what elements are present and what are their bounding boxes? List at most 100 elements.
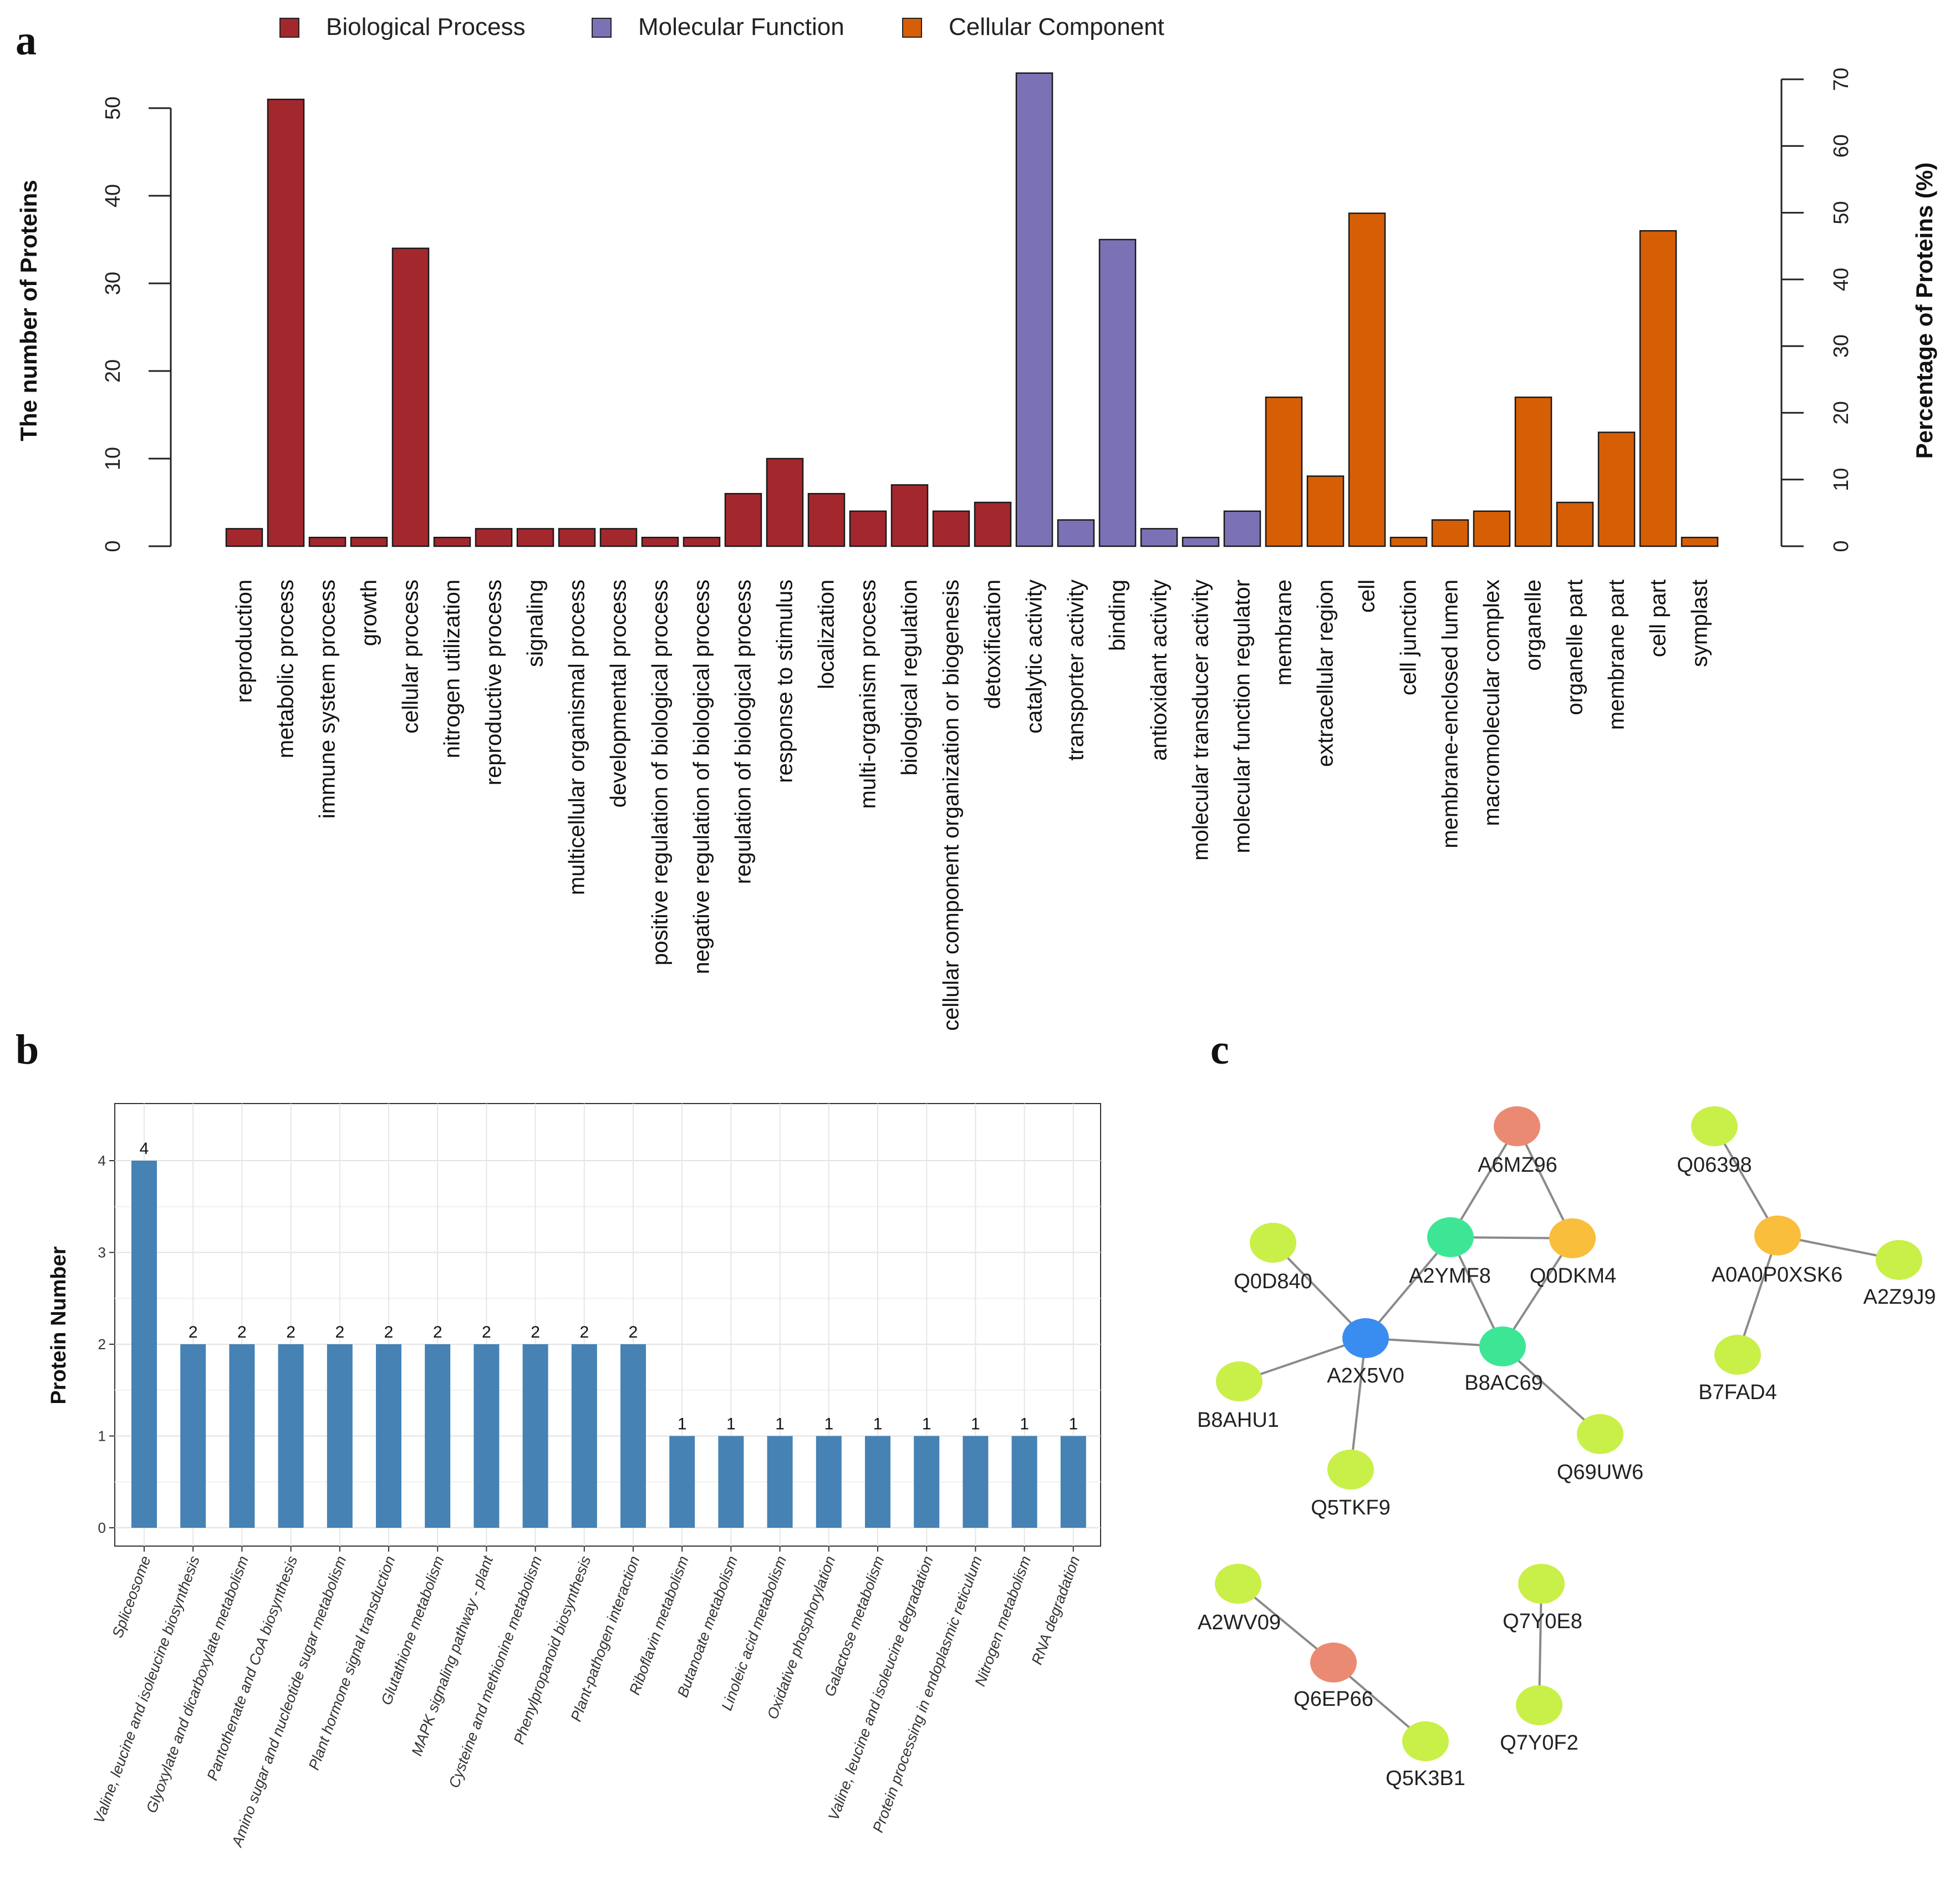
network-node: [1250, 1223, 1296, 1263]
category-label: localization: [814, 580, 839, 689]
network-edge: [1501, 1237, 1574, 1348]
bar: [571, 1344, 597, 1528]
y-tick-label-left: 10: [101, 447, 125, 470]
bar-multicellular-organismal-process: [558, 528, 596, 547]
data-label: 1: [922, 1415, 931, 1434]
node-label: A2WV09: [1198, 1611, 1281, 1634]
category-label: membrane: [1272, 580, 1296, 685]
bar-multi-organism-process: [849, 510, 887, 547]
category-label: organelle: [1521, 580, 1546, 671]
category-label: extracellular region: [1314, 580, 1338, 767]
node-label: A0A0P0XSK6: [1712, 1263, 1843, 1287]
bar: [1011, 1436, 1037, 1528]
legend-label: Biological Process: [326, 13, 526, 40]
category-label: membrane part: [1605, 580, 1629, 730]
category-label: Pantothenate and CoA biosynthesis: [204, 1554, 301, 1783]
category-label: signaling: [523, 580, 548, 667]
network-edge: [1350, 1338, 1367, 1470]
data-label: 1: [824, 1415, 833, 1434]
y-tick-label: 4: [98, 1152, 106, 1169]
data-label: 1: [971, 1415, 980, 1434]
bar-growth: [350, 536, 388, 547]
node-label: Q7Y0E8: [1503, 1610, 1582, 1633]
data-label: 2: [579, 1323, 589, 1341]
y-tick-label-right: 50: [1830, 201, 1853, 224]
category-label: multi-organism process: [856, 580, 880, 809]
bar: [669, 1436, 695, 1528]
y-tick-label-left: 40: [101, 184, 125, 207]
bar: [620, 1344, 646, 1528]
category-label: molecular function regulator: [1230, 580, 1255, 853]
data-label: 2: [482, 1323, 491, 1341]
node-label: B8AHU1: [1197, 1409, 1279, 1432]
network-node: [1479, 1326, 1526, 1366]
network-edge: [1737, 1235, 1779, 1355]
bar-cell-junction: [1389, 536, 1428, 547]
category-label: metabolic process: [274, 580, 298, 758]
network-node: [1714, 1335, 1761, 1375]
data-label: 2: [433, 1323, 442, 1341]
bar: [963, 1436, 989, 1528]
category-label: biological regulation: [898, 580, 922, 776]
bar-positive-regulation-of-biological-process: [641, 536, 679, 547]
panel-b-chart: b 0 1 2 3 4 Protein Number 4 Spliceosome 2 Valine…: [16, 1026, 1101, 1850]
network-node: [1549, 1218, 1596, 1258]
bar: [376, 1344, 401, 1528]
network-edge: [1538, 1583, 1542, 1706]
network-node: [1327, 1450, 1374, 1490]
category-label: membrane-enclosed lumen: [1438, 580, 1463, 848]
bar-symplast: [1681, 536, 1719, 547]
bar: [229, 1344, 255, 1528]
node-label: A2Z9J9: [1864, 1285, 1936, 1309]
legend-swatch: [279, 18, 299, 38]
bar: [522, 1344, 548, 1528]
node-label: Q7Y0F2: [1500, 1731, 1579, 1755]
bar-antioxidant-activity: [1140, 528, 1178, 547]
data-label: 2: [335, 1323, 344, 1341]
category-label: cellular component organization or bioge…: [939, 580, 964, 1031]
node-label: A2X5V0: [1327, 1364, 1404, 1387]
data-label: 1: [678, 1415, 687, 1434]
bar-molecular-function-regulator: [1223, 510, 1261, 547]
category-label: negative regulation of biological proces…: [690, 580, 714, 974]
bar-cell-part: [1639, 230, 1677, 547]
network-node: [1518, 1564, 1565, 1604]
category-label: RNA degradation: [1029, 1554, 1083, 1667]
network-edge: [1365, 1236, 1452, 1339]
category-label: detoxification: [981, 580, 1005, 709]
category-label: binding: [1106, 580, 1130, 651]
data-label: 2: [531, 1323, 540, 1341]
category-label: transporter activity: [1064, 580, 1088, 761]
y-tick-label-right: 70: [1830, 68, 1853, 91]
node-label: Q0D840: [1234, 1270, 1312, 1293]
bar-molecular-transducer-activity: [1182, 536, 1220, 547]
category-label: organelle part: [1563, 580, 1587, 715]
y-tick-label-right: 10: [1830, 468, 1853, 491]
network-node: [1342, 1318, 1389, 1358]
bar-immune-system-process: [308, 536, 347, 547]
bar: [718, 1436, 744, 1528]
category-label: cell: [1355, 580, 1379, 613]
bar-catalytic-activity: [1015, 72, 1053, 547]
bar: [425, 1344, 451, 1528]
data-label: 4: [140, 1140, 149, 1158]
y-tick-label-right: 0: [1830, 540, 1853, 552]
category-label: symplast: [1688, 580, 1712, 667]
bar-organelle: [1514, 397, 1552, 547]
network-node: [1494, 1106, 1540, 1146]
network-node: [1402, 1721, 1449, 1761]
bar-reproductive-process: [475, 528, 513, 547]
category-label: reproductive process: [482, 580, 506, 785]
bar: [327, 1344, 353, 1528]
network-node: [1216, 1361, 1262, 1401]
category-label: nitrogen utilization: [440, 580, 465, 758]
network-edge: [1449, 1125, 1518, 1238]
y-axis-title: Protein Number: [47, 1246, 70, 1404]
category-label: reproduction: [232, 580, 257, 703]
bar: [278, 1344, 304, 1528]
category-label: Valine, leucine and isoleucine biosynthe…: [90, 1554, 203, 1826]
category-label: regulation of biological process: [731, 580, 756, 884]
bar-metabolic-process: [267, 98, 305, 547]
category-label: cell junction: [1397, 580, 1421, 695]
node-label: B8AC69: [1464, 1371, 1543, 1395]
